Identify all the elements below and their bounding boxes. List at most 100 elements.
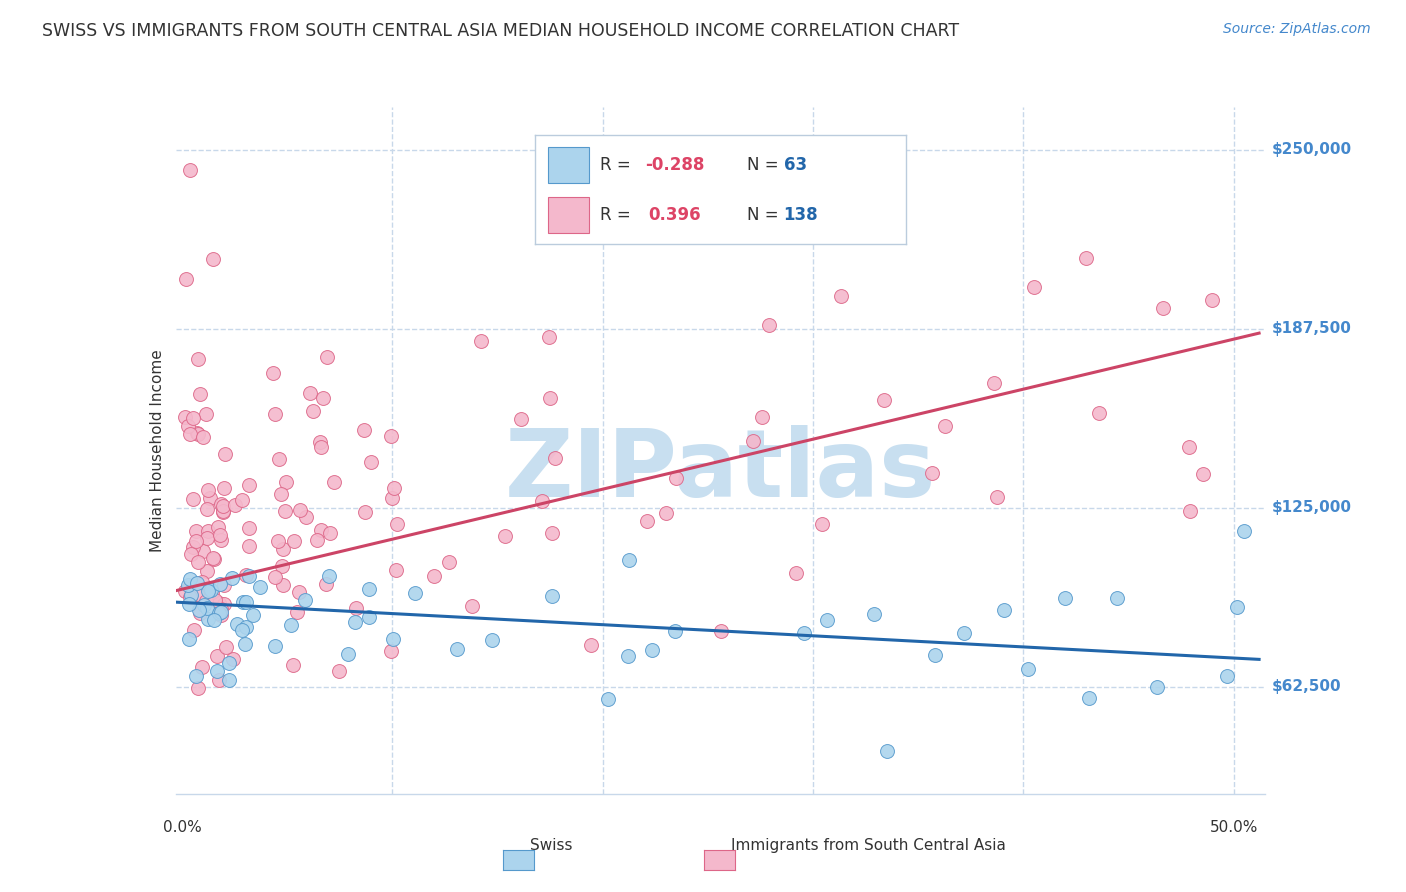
Point [785, 566, 807, 580]
Point [302, 404, 325, 418]
Point [481, 632, 503, 647]
Point [509, 412, 531, 426]
Point [181, 411, 204, 425]
Point [194, 593, 217, 607]
Bar [548, 197, 589, 234]
Point [205, 665, 228, 679]
Point [235, 595, 257, 609]
Point [195, 407, 218, 421]
Point [494, 529, 516, 543]
Point [294, 510, 316, 524]
Point [270, 486, 292, 500]
Point [280, 617, 302, 632]
Text: Swiss: Swiss [530, 838, 572, 853]
Point [1053, 591, 1076, 606]
Point [924, 648, 946, 662]
Point [308, 435, 330, 450]
Text: Immigrants from South Central Asia: Immigrants from South Central Asia [731, 838, 1007, 853]
Point [202, 552, 225, 566]
Point [186, 576, 208, 591]
Point [209, 608, 232, 623]
Point [174, 271, 197, 285]
Point [751, 409, 773, 424]
Text: 0.0%: 0.0% [163, 820, 201, 835]
Point [446, 642, 468, 657]
Text: ZIPatlas: ZIPatlas [505, 425, 936, 517]
Point [174, 410, 197, 425]
Point [218, 673, 240, 687]
Point [187, 681, 209, 695]
Point [384, 563, 406, 577]
Point [191, 544, 214, 558]
Text: $62,500: $62,500 [1271, 679, 1341, 694]
Point [179, 163, 201, 178]
Point [617, 648, 640, 663]
Point [195, 502, 218, 516]
Point [309, 524, 332, 538]
Point [710, 624, 733, 638]
Point [1022, 280, 1045, 294]
Point [423, 568, 446, 582]
Point [177, 419, 200, 434]
Text: $187,500: $187,500 [1271, 321, 1351, 336]
Point [208, 528, 231, 542]
Point [271, 577, 294, 591]
Point [830, 289, 852, 303]
Point [242, 608, 264, 623]
Text: 138: 138 [783, 206, 818, 224]
Point [208, 606, 231, 620]
Point [179, 597, 201, 611]
Point [810, 517, 832, 532]
Point [212, 578, 235, 592]
Point [198, 491, 221, 505]
Text: 63: 63 [783, 156, 807, 174]
Point [952, 625, 974, 640]
Point [200, 583, 222, 598]
Point [1105, 591, 1128, 606]
Point [382, 481, 405, 495]
Point [179, 590, 201, 604]
Point [212, 481, 235, 495]
Point [1017, 662, 1039, 676]
Point [530, 493, 553, 508]
Point [179, 426, 201, 441]
Text: $125,000: $125,000 [1271, 500, 1351, 516]
Point [200, 582, 222, 596]
Point [202, 613, 225, 627]
Point [544, 450, 567, 465]
Point [266, 534, 288, 549]
Point [793, 626, 815, 640]
Point [235, 637, 257, 651]
Point [197, 483, 219, 497]
Point [180, 588, 202, 602]
Point [212, 504, 235, 518]
Point [1178, 503, 1201, 517]
Point [742, 434, 765, 449]
Point [387, 516, 409, 531]
Point [184, 524, 207, 538]
Point [209, 605, 232, 619]
Point [316, 350, 339, 364]
Point [215, 640, 238, 654]
Point [238, 477, 260, 491]
Point [274, 504, 297, 518]
Point [305, 533, 328, 547]
Point [201, 585, 224, 599]
Point [986, 490, 1008, 504]
Point [187, 427, 209, 442]
Point [184, 669, 207, 683]
Point [1087, 406, 1109, 420]
Point [264, 570, 287, 584]
Point [283, 534, 305, 549]
Point [187, 352, 209, 367]
Point [596, 692, 619, 706]
Point [655, 506, 678, 520]
Point [202, 551, 225, 566]
Point [187, 603, 209, 617]
Text: 50.0%: 50.0% [1209, 820, 1258, 835]
Point [212, 505, 235, 519]
Point [315, 577, 337, 591]
Point [204, 593, 226, 607]
Point [186, 587, 208, 601]
Point [815, 614, 838, 628]
